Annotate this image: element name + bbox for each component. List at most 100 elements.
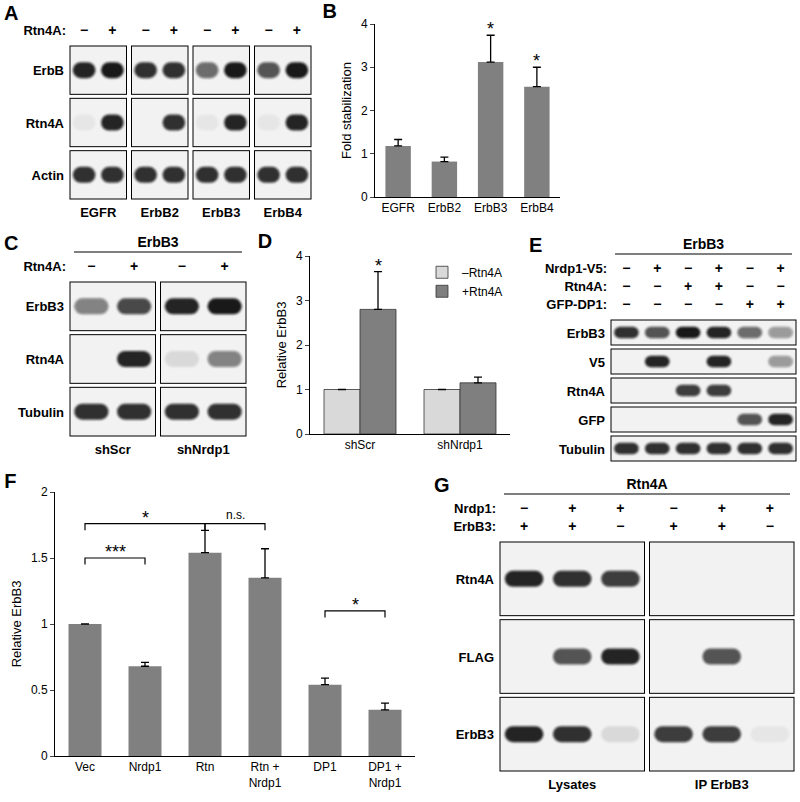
svg-text:1.5: 1.5 xyxy=(31,551,48,565)
svg-text:Rtn4A: Rtn4A xyxy=(26,352,65,367)
svg-text:4: 4 xyxy=(361,17,368,31)
svg-text:2: 2 xyxy=(296,338,303,352)
svg-text:shScr: shScr xyxy=(345,438,376,452)
svg-text:ErbB3: ErbB3 xyxy=(456,727,494,742)
svg-text:+Rtn4A: +Rtn4A xyxy=(462,285,502,299)
svg-text:+: + xyxy=(684,278,692,294)
svg-text:−: − xyxy=(142,22,150,38)
svg-text:V5: V5 xyxy=(589,355,605,370)
svg-text:+: + xyxy=(170,22,178,38)
svg-text:−: − xyxy=(622,278,630,294)
svg-text:−: − xyxy=(746,278,754,294)
svg-text:*: * xyxy=(142,508,149,528)
svg-text:ErbB3: ErbB3 xyxy=(26,299,64,314)
svg-text:Rtn4A: Rtn4A xyxy=(26,116,65,131)
svg-text:+: + xyxy=(293,22,301,38)
svg-text:Nrdp1:: Nrdp1: xyxy=(454,501,496,516)
svg-text:−: − xyxy=(684,260,692,276)
svg-text:DP1: DP1 xyxy=(313,760,337,774)
svg-text:ErbB3: ErbB3 xyxy=(202,205,240,220)
svg-text:+: + xyxy=(776,296,784,312)
svg-text:F: F xyxy=(4,470,16,492)
svg-text:−: − xyxy=(87,258,95,274)
svg-text:ErbB3:: ErbB3: xyxy=(453,519,496,534)
svg-text:Rtn4A: Rtn4A xyxy=(456,572,495,587)
svg-text:shScr: shScr xyxy=(95,442,131,457)
svg-text:Rtn4A: Rtn4A xyxy=(626,476,667,492)
svg-text:Nrdp1-V5:: Nrdp1-V5: xyxy=(545,261,607,276)
svg-text:*: * xyxy=(352,595,359,615)
svg-text:Vec: Vec xyxy=(75,760,95,774)
svg-text:Fold stabilization: Fold stabilization xyxy=(339,62,354,159)
svg-text:D: D xyxy=(258,230,272,252)
svg-text:+: + xyxy=(568,500,576,516)
svg-text:−: − xyxy=(684,296,692,312)
svg-text:+: + xyxy=(130,258,138,274)
svg-text:A: A xyxy=(4,2,18,24)
svg-text:3: 3 xyxy=(296,294,303,308)
svg-text:−: − xyxy=(653,278,661,294)
svg-text:Actin: Actin xyxy=(32,168,65,183)
svg-text:−: − xyxy=(622,260,630,276)
svg-text:Tubulin: Tubulin xyxy=(559,442,605,457)
svg-text:*: * xyxy=(375,256,382,276)
svg-text:−: − xyxy=(265,22,273,38)
svg-text:Relative ErbB3: Relative ErbB3 xyxy=(274,302,289,389)
svg-text:Nrdp1: Nrdp1 xyxy=(129,760,162,774)
svg-text:0: 0 xyxy=(41,749,48,763)
svg-text:−: − xyxy=(80,22,88,38)
svg-text:*: * xyxy=(487,19,494,39)
svg-text:+: + xyxy=(231,22,239,38)
svg-text:*: * xyxy=(533,51,540,71)
svg-text:shNrdp1: shNrdp1 xyxy=(177,442,230,457)
svg-text:−: − xyxy=(622,296,630,312)
svg-text:2: 2 xyxy=(41,485,48,499)
svg-text:+: + xyxy=(715,278,723,294)
svg-text:ErbB3: ErbB3 xyxy=(683,236,724,252)
svg-text:ErbB4: ErbB4 xyxy=(264,205,303,220)
svg-text:+: + xyxy=(776,260,784,276)
svg-text:B: B xyxy=(323,0,337,22)
svg-text:***: *** xyxy=(105,542,126,562)
svg-text:+: + xyxy=(746,296,754,312)
svg-text:3: 3 xyxy=(361,60,368,74)
svg-text:EGFR: EGFR xyxy=(381,201,415,215)
svg-text:+: + xyxy=(715,260,723,276)
svg-text:+: + xyxy=(718,500,726,516)
svg-text:+: + xyxy=(616,500,624,516)
svg-text:FLAG: FLAG xyxy=(459,650,494,665)
svg-text:−: − xyxy=(178,258,186,274)
svg-text:Relative ErbB3: Relative ErbB3 xyxy=(9,581,24,668)
svg-text:2: 2 xyxy=(361,104,368,118)
svg-text:1: 1 xyxy=(361,147,368,161)
svg-text:+: + xyxy=(221,258,229,274)
svg-text:–Rtn4A: –Rtn4A xyxy=(462,266,502,280)
svg-text:ErbB2: ErbB2 xyxy=(428,201,462,215)
svg-text:0: 0 xyxy=(296,427,303,441)
svg-text:Rtn4A:: Rtn4A: xyxy=(23,23,66,38)
svg-text:+: + xyxy=(766,500,774,516)
svg-text:−: − xyxy=(520,500,528,516)
svg-text:GFP: GFP xyxy=(578,413,605,428)
svg-text:−: − xyxy=(766,518,774,534)
svg-text:G: G xyxy=(434,474,450,496)
svg-text:−: − xyxy=(669,500,677,516)
svg-text:E: E xyxy=(529,234,542,256)
svg-text:IP ErbB3: IP ErbB3 xyxy=(695,777,749,792)
svg-text:Rtn +Nrdp1: Rtn +Nrdp1 xyxy=(249,760,282,790)
svg-text:+: + xyxy=(108,22,116,38)
svg-text:−: − xyxy=(203,22,211,38)
svg-text:DP1 +Nrdp1: DP1 +Nrdp1 xyxy=(368,760,402,790)
svg-text:GFP-DP1:: GFP-DP1: xyxy=(546,297,607,312)
svg-text:ErbB: ErbB xyxy=(33,63,64,78)
svg-text:Rtn4A: Rtn4A xyxy=(567,384,606,399)
svg-text:Tubulin: Tubulin xyxy=(18,405,64,420)
svg-text:ErbB3: ErbB3 xyxy=(474,201,508,215)
svg-text:+: + xyxy=(653,260,661,276)
svg-text:+: + xyxy=(718,518,726,534)
svg-text:ErbB4: ErbB4 xyxy=(520,201,554,215)
svg-text:Rtn4A:: Rtn4A: xyxy=(23,259,66,274)
svg-text:ErbB3: ErbB3 xyxy=(567,326,605,341)
svg-text:−: − xyxy=(715,296,723,312)
svg-text:Rtn4A:: Rtn4A: xyxy=(564,279,607,294)
